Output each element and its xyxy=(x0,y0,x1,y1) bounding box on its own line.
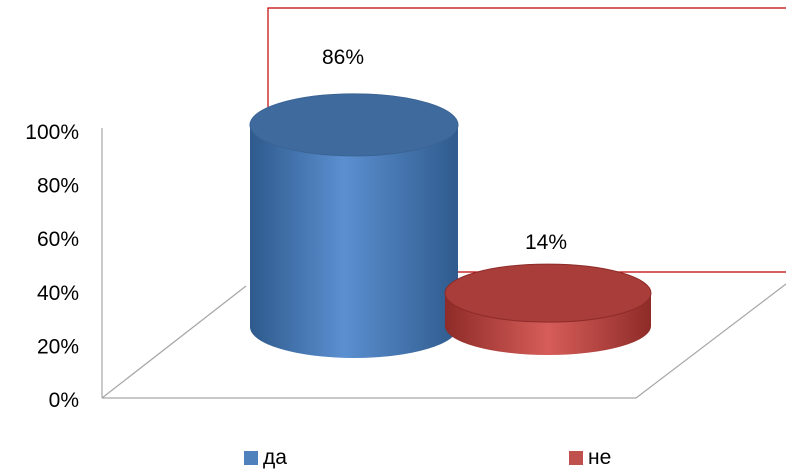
data-labels: 86% 14% xyxy=(322,46,567,254)
y-tick-label: 20% xyxy=(37,335,79,358)
legend-item-0: да xyxy=(244,446,287,470)
bar-top-1 xyxy=(444,263,652,323)
y-tick-label: 40% xyxy=(37,282,79,305)
y-axis-ticks: 0% 20% 40% 60% 80% 100% xyxy=(25,121,79,412)
y-tick-label: 60% xyxy=(37,228,79,251)
back-wall-frame xyxy=(267,7,786,112)
legend-label-1: не xyxy=(588,446,612,469)
legend-swatch-blue xyxy=(244,451,258,465)
y-tick-label: 0% xyxy=(49,389,79,412)
floor-right-edge xyxy=(635,283,787,399)
data-label-0: 86% xyxy=(322,46,364,69)
bars xyxy=(249,93,652,359)
legend-item-1: не xyxy=(569,446,611,470)
legend-label-0: да xyxy=(263,446,287,469)
legend-swatch-red xyxy=(569,451,583,465)
y-tick-label: 100% xyxy=(25,121,79,144)
y-tick-label: 80% xyxy=(37,175,79,198)
bar-top-0 xyxy=(249,93,459,157)
data-label-1: 14% xyxy=(525,231,567,254)
bar-0 xyxy=(250,124,458,359)
floor-left-edge xyxy=(101,285,247,399)
chart-frame xyxy=(101,128,787,399)
